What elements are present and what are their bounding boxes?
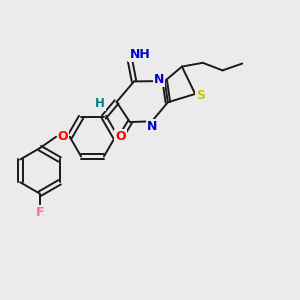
- Text: N: N: [154, 73, 164, 85]
- Text: O: O: [115, 130, 126, 143]
- Text: F: F: [36, 206, 44, 219]
- Text: N: N: [147, 120, 158, 133]
- Text: NH: NH: [129, 48, 150, 61]
- Text: H: H: [95, 97, 105, 110]
- Text: S: S: [196, 89, 205, 102]
- Text: O: O: [58, 130, 68, 143]
